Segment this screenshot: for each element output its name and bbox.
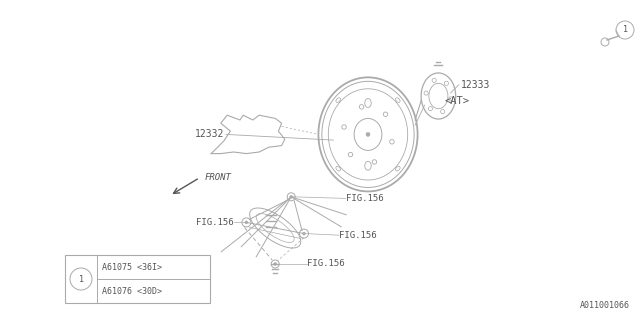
Text: 12332: 12332: [195, 129, 224, 140]
Circle shape: [303, 232, 305, 235]
Text: <AT>: <AT>: [445, 96, 470, 106]
Text: A61076 <30D>: A61076 <30D>: [102, 286, 162, 295]
Text: FIG.156: FIG.156: [196, 218, 234, 227]
Text: FIG.156: FIG.156: [307, 260, 345, 268]
Text: FIG.156: FIG.156: [346, 194, 383, 203]
Circle shape: [274, 262, 276, 266]
Circle shape: [290, 195, 292, 198]
Text: A011001066: A011001066: [580, 301, 630, 310]
Text: FIG.156: FIG.156: [339, 231, 377, 240]
Text: FRONT: FRONT: [205, 173, 232, 182]
Circle shape: [366, 132, 370, 136]
Text: 1: 1: [623, 26, 627, 35]
Text: A61075 <36I>: A61075 <36I>: [102, 262, 162, 271]
Text: 12333: 12333: [461, 80, 490, 90]
Bar: [65, 255, 210, 303]
Text: 1: 1: [79, 275, 83, 284]
Circle shape: [245, 221, 248, 224]
